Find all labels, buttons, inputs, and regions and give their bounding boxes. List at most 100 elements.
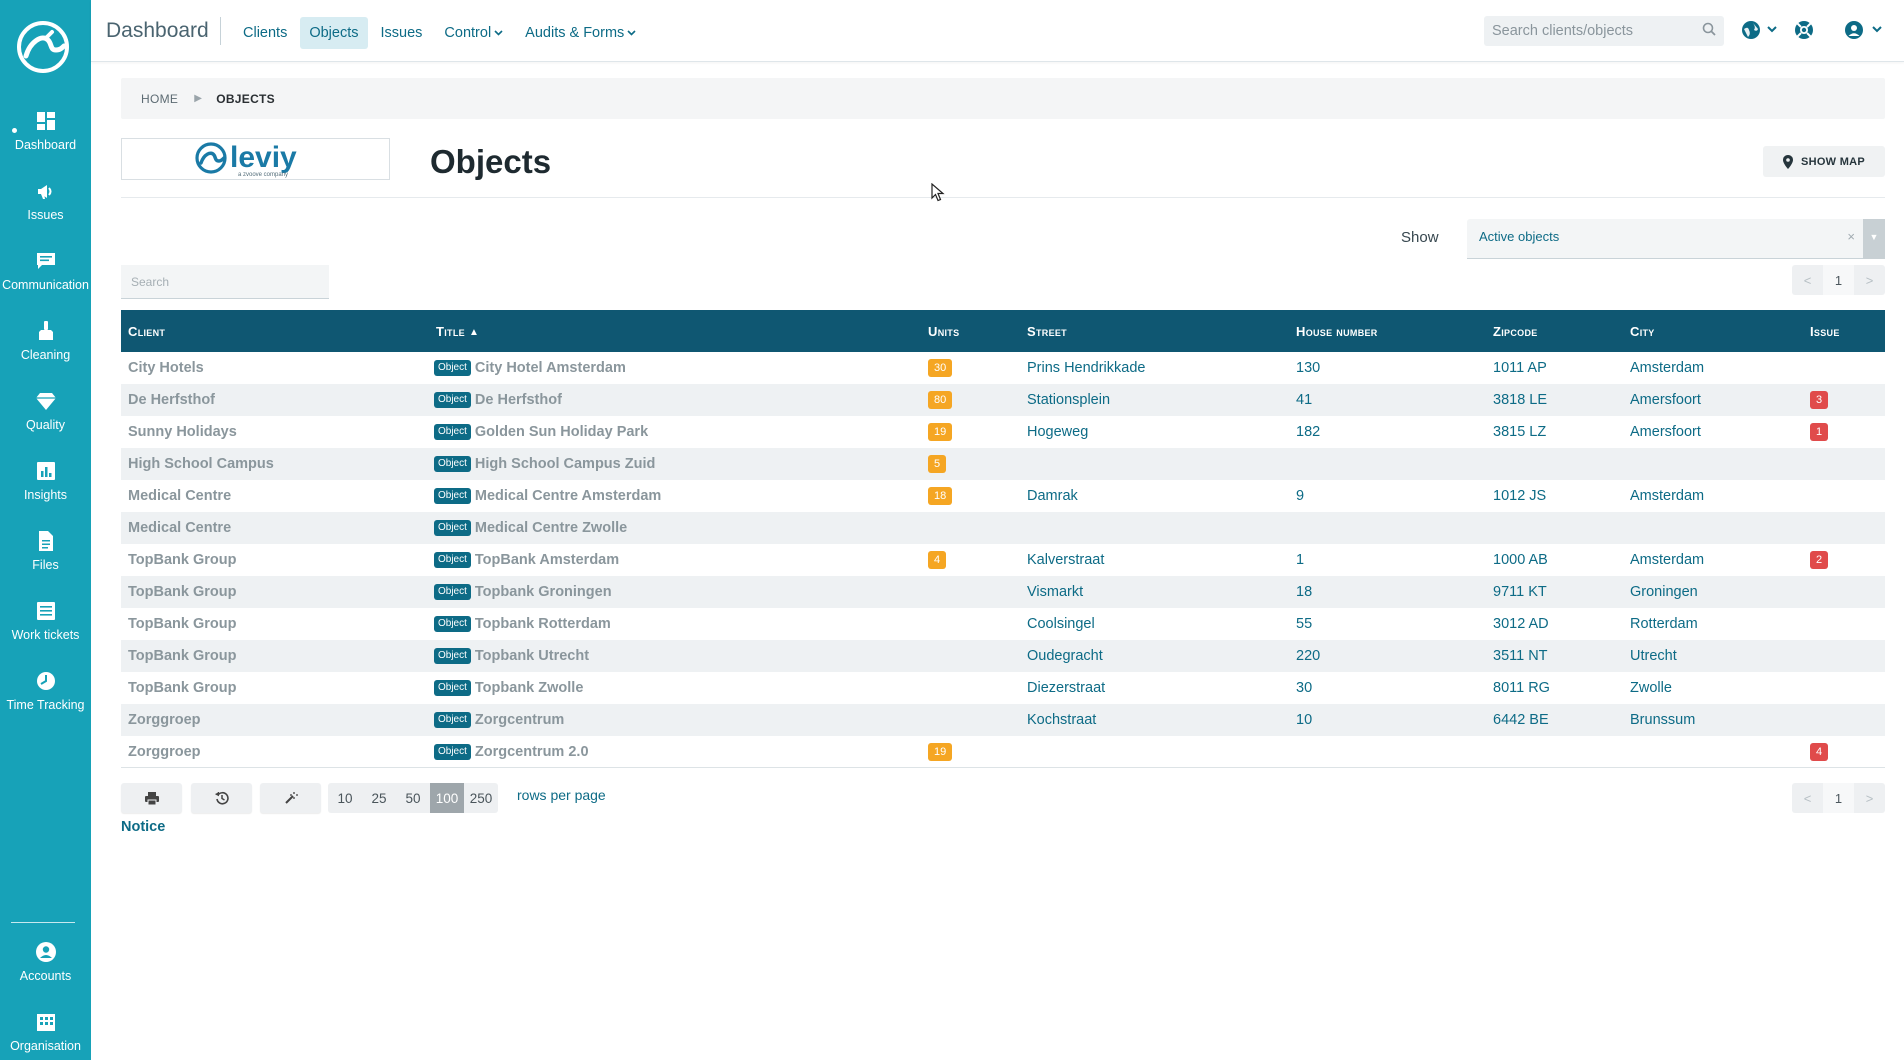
rows-option-10[interactable]: 10 bbox=[337, 790, 353, 806]
cell-title[interactable]: Object Topbank Zwolle bbox=[429, 672, 921, 704]
language-switcher[interactable] bbox=[1741, 20, 1779, 43]
notice-link[interactable]: Notice bbox=[121, 819, 166, 835]
show-filter-select[interactable]: Active objects × ▼ bbox=[1467, 219, 1885, 259]
table-row[interactable]: City Hotels Object City Hotel Amsterdam 30 P… bbox=[121, 352, 1885, 384]
object-title[interactable]: City Hotel Amsterdam bbox=[474, 360, 626, 376]
sidebar-item-quality[interactable]: Quality bbox=[0, 390, 91, 432]
rows-option-250[interactable]: 250 bbox=[469, 790, 493, 806]
cell-client[interactable]: TopBank Group bbox=[128, 680, 237, 696]
col-client[interactable]: Client bbox=[128, 323, 166, 339]
cell-client[interactable]: Medical Centre bbox=[128, 488, 232, 504]
object-title[interactable]: Zorgcentrum bbox=[474, 712, 565, 728]
user-menu[interactable] bbox=[1844, 20, 1886, 43]
app-logo-icon[interactable] bbox=[16, 20, 70, 74]
table-row[interactable]: Medical Centre Object Medical Centre Amste… bbox=[121, 480, 1885, 512]
table-row[interactable]: TopBank Group Object Topbank Rotterdam Cool… bbox=[121, 608, 1885, 640]
table-row[interactable]: High School Campus Object High School Camp… bbox=[121, 448, 1885, 480]
cell-client[interactable]: TopBank Group bbox=[128, 648, 237, 664]
next-page-button[interactable]: > bbox=[1865, 272, 1874, 288]
table-row[interactable]: De Herfsthof Object De Herfsthof 80 Stations… bbox=[121, 384, 1885, 416]
col-street[interactable]: Street bbox=[1027, 323, 1067, 339]
table-row[interactable]: Zorggroep Object Zorgcentrum 2.0 19 4 bbox=[121, 736, 1885, 768]
cell-client[interactable]: Zorggroep bbox=[128, 744, 201, 760]
object-title[interactable]: Topbank Utrecht bbox=[474, 648, 590, 664]
cell-client[interactable]: Medical Centre bbox=[128, 520, 232, 536]
cell-title[interactable]: Object Topbank Rotterdam bbox=[429, 608, 921, 640]
app-section-title[interactable]: Dashboard bbox=[106, 19, 209, 42]
object-title[interactable]: Medical Centre Zwolle bbox=[474, 520, 628, 536]
cell-title[interactable]: Object De Herfsthof bbox=[429, 384, 921, 416]
sidebar-item-insights[interactable]: Insights bbox=[0, 460, 91, 502]
cell-client[interactable]: Zorggroep bbox=[128, 712, 201, 728]
table-row[interactable]: TopBank Group Object Topbank Groningen Vism… bbox=[121, 576, 1885, 608]
col-zipcode[interactable]: Zipcode bbox=[1493, 323, 1538, 339]
help-button[interactable] bbox=[1794, 20, 1814, 43]
rows-option-50[interactable]: 50 bbox=[405, 790, 421, 806]
object-title[interactable]: High School Campus Zuid bbox=[474, 456, 656, 472]
cell-title[interactable]: Object City Hotel Amsterdam bbox=[429, 352, 921, 384]
object-title[interactable]: Topbank Rotterdam bbox=[474, 616, 611, 632]
object-title[interactable]: Medical Centre Amsterdam bbox=[474, 488, 662, 504]
rows-option-100[interactable]: 100 bbox=[430, 783, 464, 813]
page-number[interactable]: 1 bbox=[1823, 265, 1854, 295]
cell-title[interactable]: Object High School Campus Zuid bbox=[429, 448, 921, 480]
table-row[interactable]: TopBank Group Object TopBank Amsterdam 4 Kal… bbox=[121, 544, 1885, 576]
object-title[interactable]: Topbank Groningen bbox=[474, 584, 612, 600]
prev-page-button[interactable]: < bbox=[1803, 790, 1812, 806]
col-units[interactable]: Units bbox=[928, 323, 960, 339]
nav-issues[interactable]: Issues bbox=[380, 25, 423, 41]
breadcrumb-home[interactable]: HOME bbox=[141, 91, 179, 106]
col-title[interactable]: Title ▲ bbox=[429, 310, 921, 352]
next-page-button[interactable]: > bbox=[1865, 790, 1874, 806]
col-issue[interactable]: Issue bbox=[1810, 323, 1840, 339]
cell-title[interactable]: Object Medical Centre Zwolle bbox=[429, 512, 921, 544]
issue-count-badge[interactable]: 2 bbox=[1810, 551, 1829, 569]
cell-client[interactable]: High School Campus bbox=[128, 456, 274, 472]
cell-client[interactable]: TopBank Group bbox=[128, 552, 237, 568]
nav-control[interactable]: Control bbox=[435, 17, 512, 49]
table-row[interactable]: TopBank Group Object Topbank Zwolle Diezers… bbox=[121, 672, 1885, 704]
nav-objects[interactable]: Objects bbox=[300, 17, 368, 49]
nav-clients[interactable]: Clients bbox=[243, 25, 288, 41]
issue-count-badge[interactable]: 1 bbox=[1810, 423, 1829, 441]
object-title[interactable]: TopBank Amsterdam bbox=[474, 552, 620, 568]
cell-title[interactable]: Object Topbank Utrecht bbox=[429, 640, 921, 672]
sidebar-item-cleaning[interactable]: Cleaning bbox=[0, 320, 91, 362]
dropdown-arrow-icon[interactable]: ▼ bbox=[1863, 219, 1885, 259]
clear-filter-icon[interactable]: × bbox=[1847, 229, 1855, 244]
issue-count-badge[interactable]: 4 bbox=[1810, 743, 1829, 761]
prev-page-button[interactable]: < bbox=[1803, 272, 1812, 288]
table-row[interactable]: Zorggroep Object Zorgcentrum Kochstraat 10 64… bbox=[121, 704, 1885, 736]
cell-client[interactable]: TopBank Group bbox=[128, 584, 237, 600]
col-city[interactable]: City bbox=[1630, 323, 1655, 339]
history-button[interactable] bbox=[191, 783, 252, 813]
sidebar-item-accounts[interactable]: Accounts bbox=[0, 941, 91, 983]
cell-client[interactable]: De Herfsthof bbox=[128, 392, 216, 408]
table-row[interactable]: Sunny Holidays Object Golden Sun Holiday P… bbox=[121, 416, 1885, 448]
page-number[interactable]: 1 bbox=[1823, 783, 1854, 813]
cell-title[interactable]: Object Medical Centre Amsterdam bbox=[429, 480, 921, 512]
global-search-input[interactable] bbox=[1484, 16, 1724, 46]
cell-client[interactable]: TopBank Group bbox=[128, 616, 237, 632]
nav-audits-forms[interactable]: Audits & Forms bbox=[516, 17, 645, 49]
cell-title[interactable]: Object Topbank Groningen bbox=[429, 576, 921, 608]
object-title[interactable]: De Herfsthof bbox=[474, 392, 562, 408]
issue-count-badge[interactable]: 3 bbox=[1810, 391, 1829, 409]
sidebar-item-time-tracking[interactable]: Time Tracking bbox=[0, 670, 91, 712]
table-search-input[interactable] bbox=[121, 265, 329, 299]
object-title[interactable]: Topbank Zwolle bbox=[474, 680, 584, 696]
cell-client[interactable]: Sunny Holidays bbox=[128, 424, 237, 440]
sidebar-item-communication[interactable]: Communication bbox=[0, 250, 91, 292]
cell-client[interactable]: City Hotels bbox=[128, 360, 204, 376]
cell-title[interactable]: Object Zorgcentrum bbox=[429, 704, 921, 736]
rows-option-25[interactable]: 25 bbox=[371, 790, 387, 806]
show-map-button[interactable]: SHOW MAP bbox=[1763, 146, 1885, 177]
search-icon[interactable] bbox=[1702, 22, 1716, 36]
cell-title[interactable]: Object Golden Sun Holiday Park bbox=[429, 416, 921, 448]
sidebar-item-work-tickets[interactable]: Work tickets bbox=[0, 600, 91, 642]
print-button[interactable] bbox=[121, 783, 182, 813]
table-row[interactable]: TopBank Group Object Topbank Utrecht Oudegr… bbox=[121, 640, 1885, 672]
sidebar-item-files[interactable]: Files bbox=[0, 530, 91, 572]
sidebar-item-issues[interactable]: Issues bbox=[0, 180, 91, 222]
col-house-number[interactable]: House number bbox=[1296, 323, 1378, 339]
